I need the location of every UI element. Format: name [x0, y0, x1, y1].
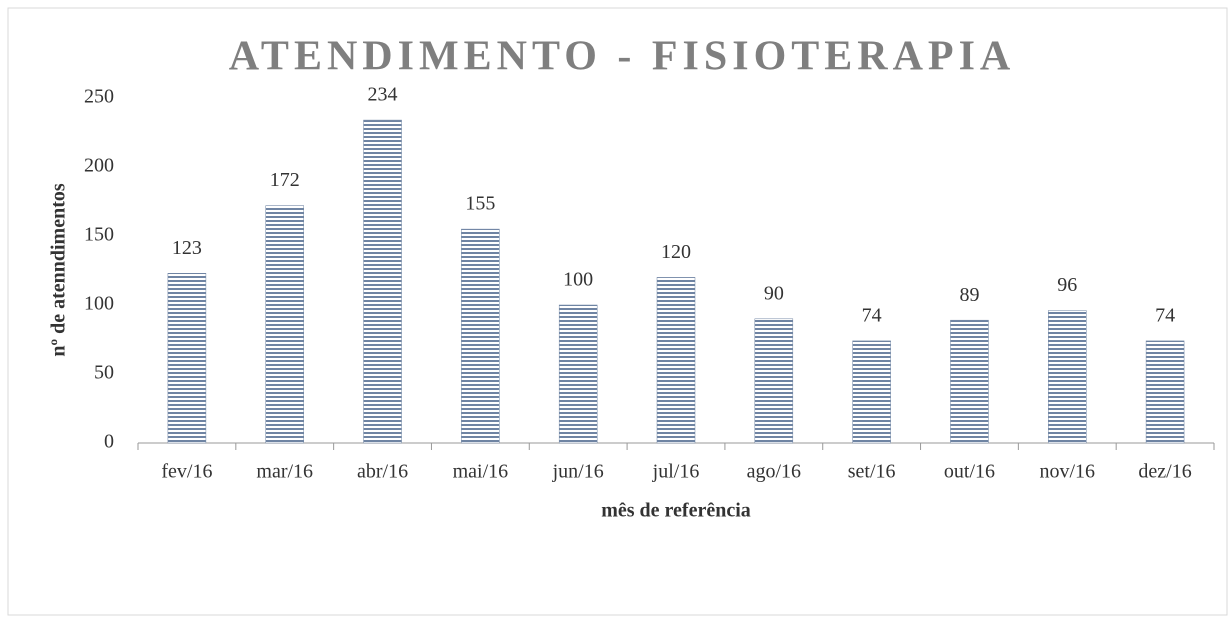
value-label: 100 [563, 269, 593, 291]
x-tick-label: out/16 [944, 461, 995, 483]
bar [656, 277, 696, 444]
value-label: 120 [661, 241, 691, 263]
bar [265, 205, 304, 444]
y-tick-label: 150 [84, 224, 114, 246]
y-tick-label: 0 [104, 431, 114, 453]
value-label: 123 [172, 237, 202, 259]
x-tick-label: set/16 [848, 461, 896, 483]
y-tick-label: 250 [84, 86, 114, 108]
value-label: 155 [465, 193, 495, 215]
bar [852, 340, 891, 444]
y-tick-label: 200 [84, 155, 114, 177]
bar [363, 119, 402, 444]
bar [1145, 340, 1185, 444]
chart-title: ATENDIMENTO - FISIOTERAPIA [229, 34, 1016, 80]
y-tick-label: 50 [94, 362, 114, 384]
bar [167, 273, 207, 444]
x-tick-label: jul/16 [652, 461, 700, 483]
y-axis-label: nº de atenndimentos [48, 183, 70, 357]
value-label: 74 [1155, 304, 1175, 326]
x-tick-label: mar/16 [256, 461, 313, 483]
bar [950, 319, 989, 444]
value-label: 96 [1057, 274, 1077, 296]
value-label: 74 [862, 304, 882, 326]
bar [558, 304, 598, 444]
bar [754, 318, 794, 444]
x-tick-label: mai/16 [453, 461, 509, 483]
x-axis-label: mês de referência [601, 500, 751, 522]
value-label: 172 [270, 169, 300, 191]
x-tick-label: dez/16 [1138, 461, 1191, 483]
y-tick-label: 100 [84, 293, 114, 315]
value-label: 234 [368, 84, 398, 106]
x-tick-label: nov/16 [1039, 461, 1095, 483]
value-label: 89 [959, 284, 979, 306]
value-label: 90 [764, 282, 784, 304]
x-tick-label: abr/16 [357, 461, 408, 483]
bar [1048, 310, 1087, 444]
x-tick-label: fev/16 [161, 461, 212, 483]
bar [461, 228, 500, 444]
x-tick-label: jun/16 [552, 461, 604, 483]
chart-frame [7, 7, 1228, 616]
x-tick-label: ago/16 [747, 461, 801, 483]
